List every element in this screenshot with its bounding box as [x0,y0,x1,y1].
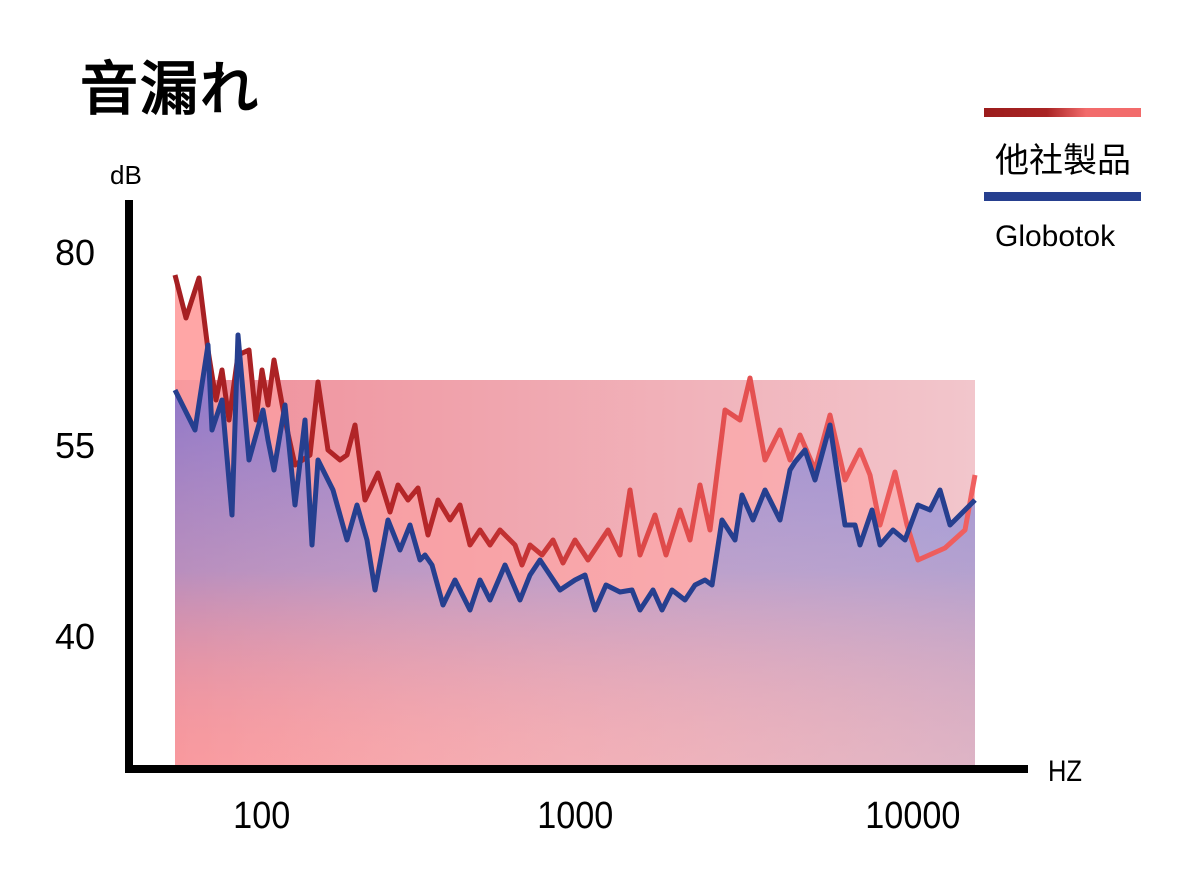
chart-title: 音漏れ [80,55,261,123]
x-tick-10000: 10000 [865,795,961,837]
legend-swatch-competitor [984,108,1141,117]
legend-label-competitor: 他社製品 [995,141,1131,181]
legend-swatch-globotok [984,192,1141,201]
competitor-line [172,274,978,568]
y-tick-80: 80 [55,232,96,273]
x-tick-1000: 1000 [537,795,614,837]
x-tick-100: 100 [233,795,291,837]
x-axis-line [125,765,1028,773]
chart-series [172,274,978,765]
globotok-line [172,332,977,613]
y-tick-40: 40 [55,616,96,657]
x-axis-unit: HZ [1048,755,1082,788]
globotok-area-tint [175,335,975,765]
y-axis-line [125,200,133,772]
legend-label-globotok: Globotok [995,220,1116,253]
y-axis-unit: dB [110,160,142,190]
y-tick-55: 55 [55,425,96,466]
